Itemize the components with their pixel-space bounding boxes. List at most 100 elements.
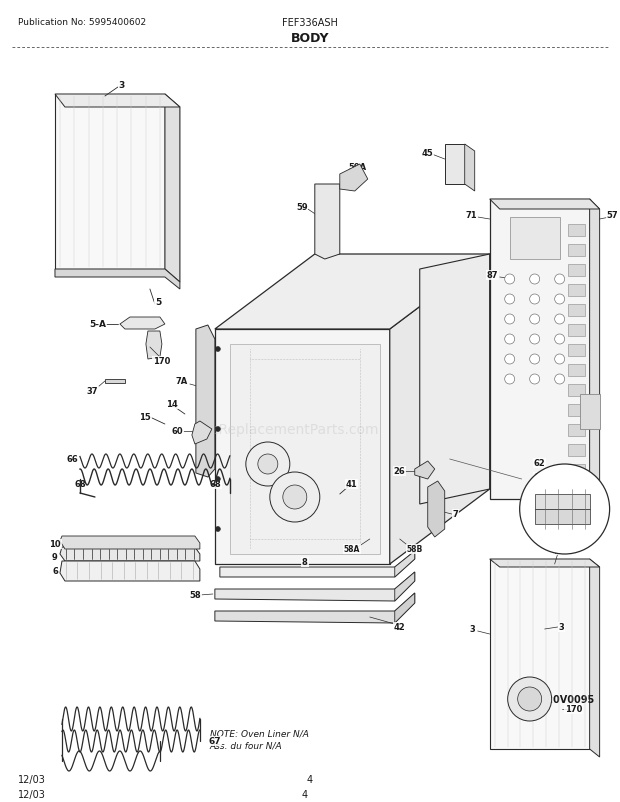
Polygon shape (590, 200, 600, 509)
Polygon shape (568, 305, 585, 317)
Text: 62: 62 (534, 459, 546, 468)
Circle shape (283, 485, 307, 509)
Circle shape (215, 427, 220, 432)
Polygon shape (568, 325, 585, 337)
Polygon shape (568, 285, 585, 297)
Polygon shape (230, 345, 380, 554)
Polygon shape (490, 200, 590, 500)
Polygon shape (510, 217, 560, 260)
Text: 58A: 58A (343, 545, 360, 554)
Text: 68: 68 (74, 480, 86, 489)
Text: 7A: 7A (175, 377, 188, 386)
Text: A: A (555, 549, 560, 554)
Text: Ass. du four N/A: Ass. du four N/A (210, 741, 283, 750)
Text: 71: 71 (466, 211, 477, 221)
Polygon shape (568, 384, 585, 396)
Circle shape (505, 375, 515, 384)
Polygon shape (590, 559, 600, 757)
Text: 7: 7 (453, 510, 459, 519)
Circle shape (215, 347, 220, 352)
Polygon shape (55, 269, 180, 290)
Polygon shape (580, 395, 600, 429)
Text: 57: 57 (607, 211, 618, 221)
Circle shape (518, 687, 542, 711)
Polygon shape (196, 326, 215, 477)
Text: 8: 8 (302, 558, 308, 567)
Polygon shape (390, 255, 490, 565)
Circle shape (529, 354, 539, 365)
Polygon shape (490, 200, 600, 210)
Text: 60: 60 (171, 427, 183, 436)
Polygon shape (192, 422, 212, 444)
Polygon shape (568, 365, 585, 376)
Text: 3: 3 (559, 622, 565, 632)
Text: 9: 9 (52, 553, 58, 561)
Polygon shape (568, 245, 585, 257)
Circle shape (555, 375, 565, 384)
Text: BODY: BODY (291, 32, 329, 45)
Text: 41: 41 (346, 480, 358, 489)
Circle shape (529, 294, 539, 305)
Polygon shape (568, 424, 585, 436)
Polygon shape (55, 95, 165, 269)
Text: 12/03: 12/03 (18, 789, 46, 799)
Text: 58B: 58B (407, 545, 423, 554)
Text: eReplacementParts.com: eReplacementParts.com (211, 423, 379, 436)
Text: 58: 58 (189, 591, 201, 600)
Polygon shape (315, 184, 340, 260)
Circle shape (555, 354, 565, 365)
Polygon shape (395, 593, 415, 623)
Polygon shape (120, 318, 165, 330)
Polygon shape (395, 551, 415, 577)
Polygon shape (568, 404, 585, 416)
Polygon shape (60, 537, 200, 549)
Text: 6: 6 (52, 567, 58, 576)
Polygon shape (55, 95, 180, 107)
Polygon shape (568, 225, 585, 237)
Circle shape (508, 677, 552, 721)
Polygon shape (420, 255, 490, 504)
Text: 59: 59 (296, 202, 308, 211)
Polygon shape (415, 461, 435, 480)
Polygon shape (395, 573, 415, 602)
Text: 68: 68 (209, 480, 221, 489)
Text: 15: 15 (139, 413, 151, 422)
Text: 5: 5 (155, 298, 161, 307)
Text: L20V0095: L20V0095 (541, 695, 595, 704)
Text: 29: 29 (263, 460, 273, 469)
Circle shape (505, 294, 515, 305)
Polygon shape (465, 145, 475, 192)
Text: 5: 5 (527, 695, 533, 703)
Circle shape (555, 294, 565, 305)
Circle shape (555, 314, 565, 325)
Text: FEF336ASH: FEF336ASH (282, 18, 338, 28)
Text: 4: 4 (302, 789, 308, 799)
Polygon shape (215, 255, 490, 330)
Polygon shape (490, 559, 590, 749)
Polygon shape (568, 345, 585, 357)
Text: 5-A: 5-A (89, 320, 107, 329)
Text: 37: 37 (86, 387, 98, 396)
Polygon shape (568, 444, 585, 456)
Text: 3: 3 (470, 625, 476, 634)
Text: 12/03: 12/03 (18, 774, 46, 784)
Polygon shape (60, 561, 200, 581)
Circle shape (505, 274, 515, 285)
Text: Publication No: 5995400602: Publication No: 5995400602 (18, 18, 146, 27)
Circle shape (258, 455, 278, 475)
Circle shape (529, 375, 539, 384)
Polygon shape (534, 494, 590, 509)
Text: NOTE: Oven Liner N/A: NOTE: Oven Liner N/A (210, 729, 309, 738)
Circle shape (215, 527, 220, 532)
Circle shape (505, 354, 515, 365)
Circle shape (246, 443, 290, 486)
Polygon shape (215, 330, 390, 565)
Text: 66: 66 (66, 455, 78, 464)
Polygon shape (428, 481, 445, 537)
Polygon shape (568, 464, 585, 476)
Polygon shape (568, 265, 585, 277)
Text: 59A: 59A (348, 162, 367, 172)
Polygon shape (490, 559, 600, 567)
Polygon shape (534, 509, 590, 525)
Circle shape (270, 472, 320, 522)
